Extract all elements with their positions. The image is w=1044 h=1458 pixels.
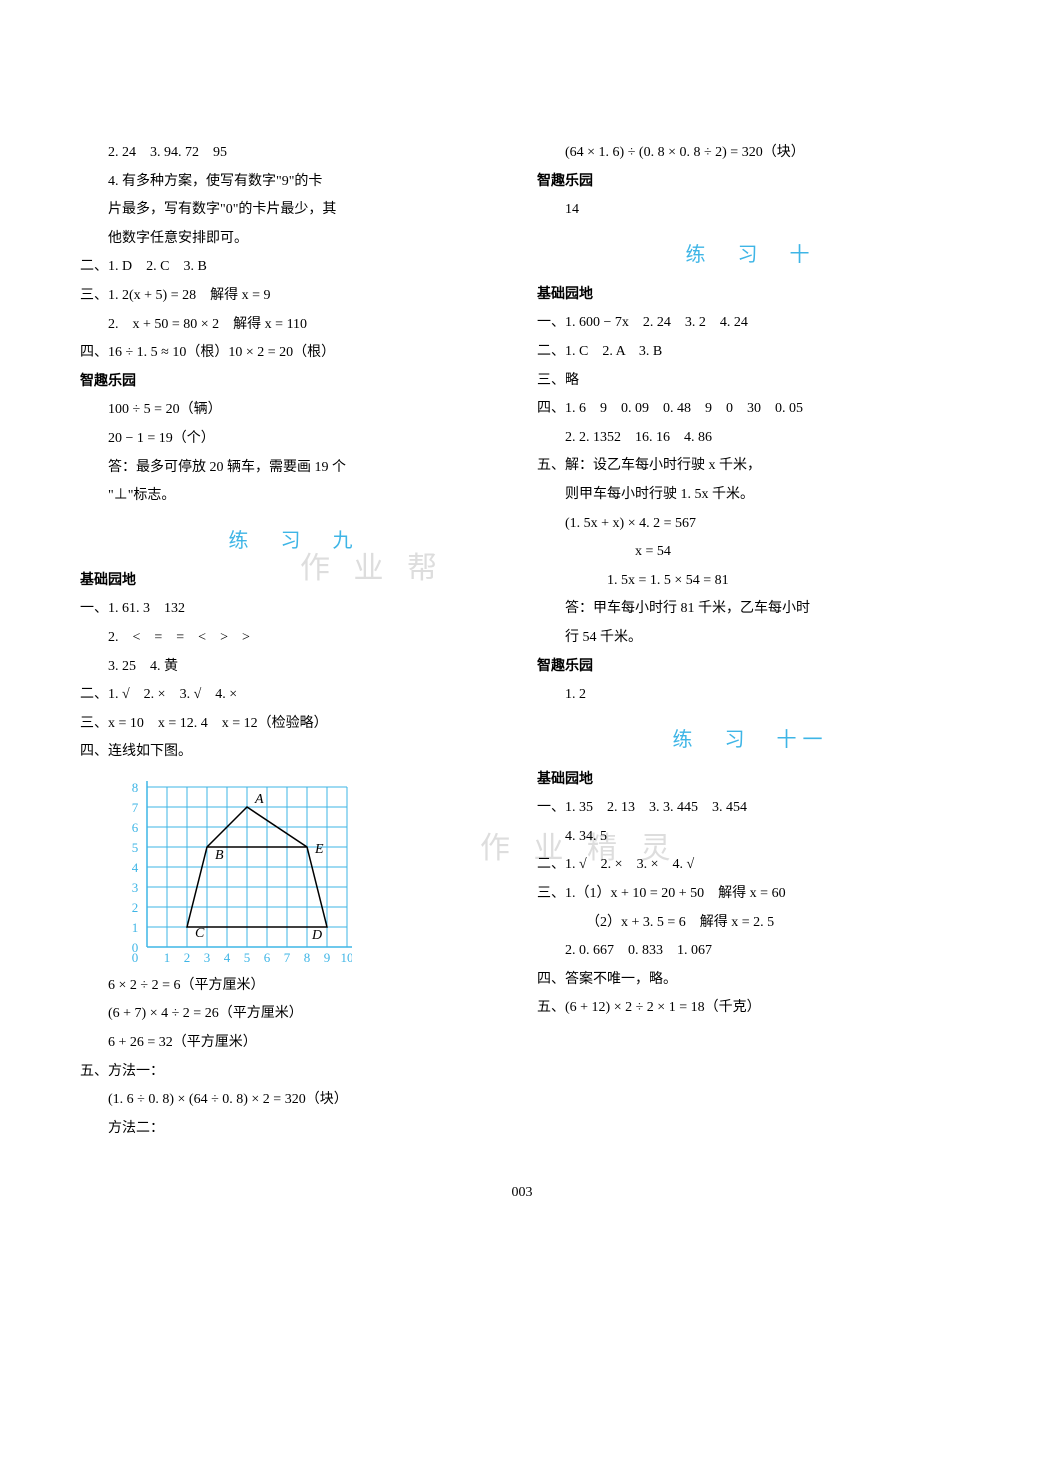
text-line: 方法二： (80, 1116, 507, 1143)
text-line: 2. x + 50 = 80 × 2 解得 x = 110 (80, 312, 507, 339)
text-line: 6 × 2 ÷ 2 = 6（平方厘米） (80, 973, 507, 1000)
text-line: 二、1. D 2. C 3. B (80, 254, 507, 281)
text-line: 1. 5x = 1. 5 × 54 = 81 (537, 568, 964, 595)
svg-text:6: 6 (264, 950, 271, 965)
text-line: 3. 25 4. 黄 (80, 654, 507, 681)
text-line: 二、1. √ 2. × 3. × 4. √ (537, 852, 964, 879)
text-line: 2. < = = < > > (80, 625, 507, 652)
text-line: 100 ÷ 5 = 20（辆） (80, 397, 507, 424)
coordinate-chart: 012345678123456789100ABCDE (122, 772, 352, 967)
svg-text:10: 10 (341, 950, 353, 965)
svg-text:9: 9 (324, 950, 331, 965)
svg-text:1: 1 (164, 950, 171, 965)
section-heading: 基础园地 (80, 568, 507, 595)
svg-text:7: 7 (284, 950, 291, 965)
text-line: 2. 24 3. 94. 72 95 (80, 140, 507, 167)
page-content: 2. 24 3. 94. 72 95 4. 有多种方案，使写有数字"9"的卡 片… (80, 140, 964, 1160)
svg-text:5: 5 (132, 840, 139, 855)
svg-text:A: A (254, 792, 264, 807)
text-line: 一、1. 61. 3 132 (80, 596, 507, 623)
text-line: "⊥"标志。 (80, 483, 507, 510)
svg-text:3: 3 (132, 880, 139, 895)
text-line: 20 − 1 = 19（个） (80, 426, 507, 453)
svg-text:7: 7 (132, 800, 139, 815)
text-line: 四、连线如下图。 (80, 739, 507, 766)
text-line: （2）x + 3. 5 = 6 解得 x = 2. 5 (537, 910, 964, 937)
text-line: 二、1. √ 2. × 3. √ 4. × (80, 682, 507, 709)
text-line: 6 + 26 = 32（平方厘米） (80, 1030, 507, 1057)
svg-text:4: 4 (224, 950, 231, 965)
section-heading: 智趣乐园 (537, 169, 964, 196)
text-line: (64 × 1. 6) ÷ (0. 8 × 0. 8 ÷ 2) = 320（块） (537, 140, 964, 167)
text-line: 五、解：设乙车每小时行驶 x 千米， (537, 453, 964, 480)
text-line: 五、方法一： (80, 1059, 507, 1086)
section-heading: 基础园地 (537, 282, 964, 309)
exercise-title-9: 练 习 九 (80, 522, 507, 560)
text-line: 行 54 千米。 (537, 625, 964, 652)
text-line: 二、1. C 2. A 3. B (537, 339, 964, 366)
text-line: 答：甲车每小时行 81 千米，乙车每小时 (537, 596, 964, 623)
svg-text:0: 0 (132, 950, 139, 965)
text-line: 四、16 ÷ 1. 5 ≈ 10（根）10 × 2 = 20（根） (80, 340, 507, 367)
text-line: 则甲车每小时行驶 1. 5x 千米。 (537, 482, 964, 509)
svg-text:B: B (215, 848, 224, 863)
chart-svg: 012345678123456789100ABCDE (122, 772, 352, 967)
svg-text:2: 2 (132, 900, 139, 915)
text-line: 四、答案不唯一，略。 (537, 967, 964, 994)
section-heading: 基础园地 (537, 767, 964, 794)
section-heading: 智趣乐园 (80, 369, 507, 396)
text-line: 一、1. 600 − 7x 2. 24 3. 2 4. 24 (537, 310, 964, 337)
svg-text:C: C (195, 926, 205, 941)
text-line: 五、(6 + 12) × 2 ÷ 2 × 1 = 18（千克） (537, 995, 964, 1022)
text-line: 片最多，写有数字"0"的卡片最少，其 (80, 197, 507, 224)
text-line: 三、x = 10 x = 12. 4 x = 12（检验略） (80, 711, 507, 738)
svg-text:8: 8 (304, 950, 311, 965)
svg-text:E: E (314, 842, 324, 857)
svg-text:4: 4 (132, 860, 139, 875)
text-line: 三、1. 2(x + 5) = 28 解得 x = 9 (80, 283, 507, 310)
exercise-title-11: 练 习 十一 (537, 721, 964, 759)
text-line: 2. 2. 1352 16. 16 4. 86 (537, 425, 964, 452)
section-heading: 智趣乐园 (537, 654, 964, 681)
exercise-title-10: 练 习 十 (537, 236, 964, 274)
text-line: 14 (537, 197, 964, 224)
text-line: 4. 34. 5 (537, 824, 964, 851)
text-line: 三、1.（1）x + 10 = 20 + 50 解得 x = 60 (537, 881, 964, 908)
svg-text:2: 2 (184, 950, 191, 965)
text-line: 一、1. 35 2. 13 3. 3. 445 3. 454 (537, 795, 964, 822)
text-line: 4. 有多种方案，使写有数字"9"的卡 (80, 169, 507, 196)
text-line: (6 + 7) × 4 ÷ 2 = 26（平方厘米） (80, 1001, 507, 1028)
text-line: 答：最多可停放 20 辆车，需要画 19 个 (80, 455, 507, 482)
text-line: (1. 6 ÷ 0. 8) × (64 ÷ 0. 8) × 2 = 320（块） (80, 1087, 507, 1114)
text-line: 他数字任意安排即可。 (80, 226, 507, 253)
svg-text:1: 1 (132, 920, 139, 935)
svg-text:D: D (311, 928, 322, 943)
svg-text:5: 5 (244, 950, 251, 965)
svg-text:3: 3 (204, 950, 211, 965)
text-line: 2. 0. 667 0. 833 1. 067 (537, 938, 964, 965)
text-line: x = 54 (537, 539, 964, 566)
svg-text:8: 8 (132, 780, 139, 795)
text-line: 三、略 (537, 368, 964, 395)
page-number: 003 (80, 1180, 964, 1207)
text-line: (1. 5x + x) × 4. 2 = 567 (537, 511, 964, 538)
text-line: 四、1. 6 9 0. 09 0. 48 9 0 30 0. 05 (537, 396, 964, 423)
svg-text:6: 6 (132, 820, 139, 835)
text-line: 1. 2 (537, 682, 964, 709)
